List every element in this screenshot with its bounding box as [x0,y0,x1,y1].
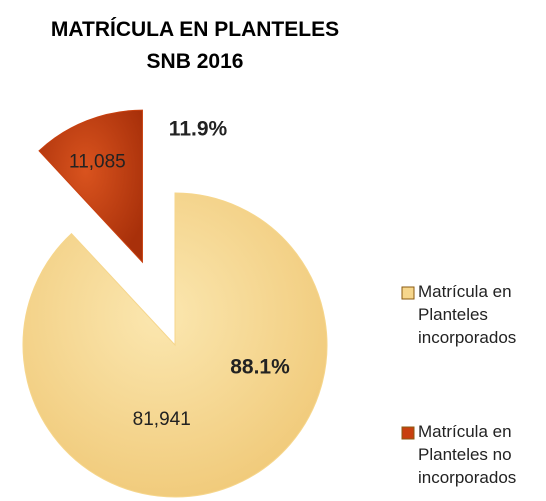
pie-slice [38,109,143,264]
percent-label: 11.9% [169,118,228,141]
chart-title: MATRÍCULA EN PLANTELES SNB 2016 [50,18,340,73]
legend-swatch [401,426,415,440]
legend-swatch [401,286,415,300]
legend-label: Matrícula en Planteles no incorporados [418,422,517,487]
value-label: 81,941 [133,409,191,430]
value-label: 11,085 [69,151,126,172]
percent-label: 88.1% [230,356,290,379]
pie-slice [22,192,328,498]
legend-label: Matrícula en Planteles incorporados [418,282,517,347]
